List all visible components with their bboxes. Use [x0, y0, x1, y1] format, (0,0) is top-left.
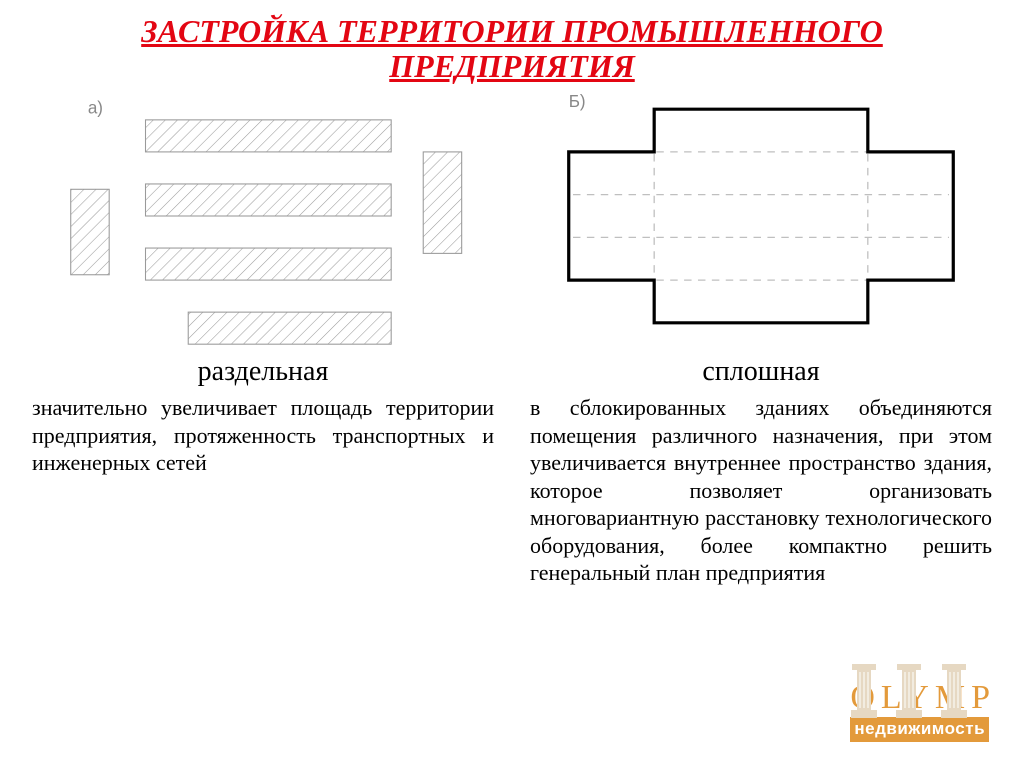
- right-column: Б) сплошная в сблокированных зданиях объ…: [526, 86, 996, 587]
- svg-text:а): а): [88, 99, 103, 118]
- right-figure-wrap: Б): [526, 86, 996, 346]
- watermark-brand: OLYMP: [850, 679, 996, 717]
- left-column: а) раздельная значительно увеличивает пл…: [28, 86, 498, 587]
- separate-layout-diagram: а): [28, 86, 498, 346]
- continuous-layout-diagram: Б): [526, 86, 996, 346]
- left-subtitle: раздельная: [28, 356, 498, 388]
- svg-text:Б): Б): [569, 92, 586, 111]
- left-body-text: значительно увеличивает площадь территор…: [28, 394, 498, 477]
- right-body-text: в сблокированных зданиях объединяются по…: [526, 394, 996, 587]
- two-column-layout: а) раздельная значительно увеличивает пл…: [0, 86, 1024, 587]
- watermark-columns-icon: [844, 662, 994, 720]
- watermark: OLYMP недвижимость: [850, 679, 996, 742]
- left-figure-wrap: а): [28, 86, 498, 346]
- watermark-tagline: недвижимость: [850, 717, 989, 742]
- page-title: ЗАСТРОЙКА ТЕРРИТОРИИ ПРОМЫШЛЕННОГО ПРЕДП…: [0, 0, 1024, 86]
- right-subtitle: сплошная: [526, 356, 996, 388]
